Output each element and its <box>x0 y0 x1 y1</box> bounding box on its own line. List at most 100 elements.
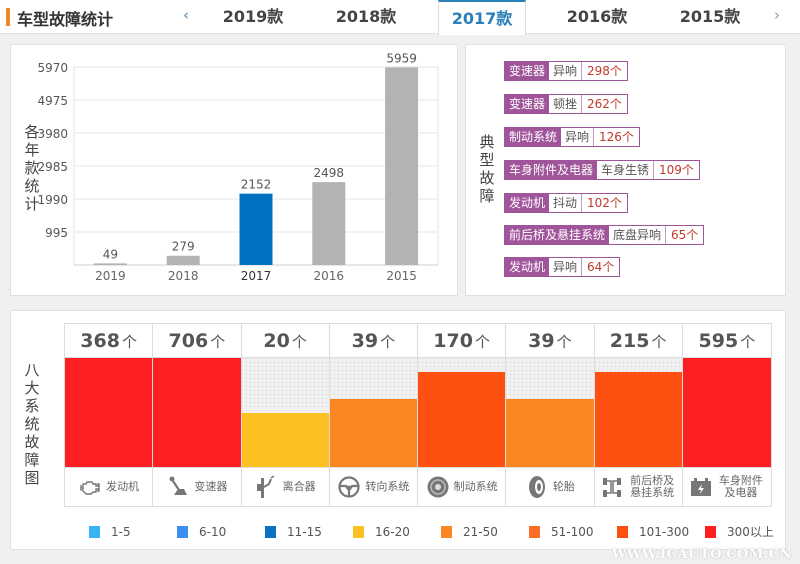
system-column[interactable]: 215 个前后桥及悬挂系统 <box>594 324 683 506</box>
system-column[interactable]: 20 个离合器 <box>241 324 330 506</box>
legend-item: 16-20 <box>353 523 441 540</box>
x-tick-label: 2017 <box>241 269 272 283</box>
tab-2019[interactable]: 2019款 <box>222 7 284 26</box>
system-name: 制动系统 <box>453 480 498 493</box>
legend-item: 21-50 <box>441 523 529 540</box>
chart-y-axis-label: 各年款统计 <box>23 123 41 213</box>
system-column[interactable]: 170 个制动系统 <box>418 324 507 506</box>
typical-faults-label-char: 型 <box>479 151 495 169</box>
bar-2017 <box>239 193 273 265</box>
system-count-value: 595 <box>698 330 739 352</box>
fault-category: 车身附件及电器 <box>505 161 598 179</box>
eight-systems-panel: 八大系统故障图 368 个发动机 706 个变速器 20 个离合器 39 个转向系统 170 个制… <box>10 310 786 550</box>
legend-item: 6-10 <box>177 523 265 540</box>
system-bar-fill <box>65 358 153 467</box>
typical-faults-label: 典型故障 <box>478 133 496 205</box>
chart-y-axis-label-char: 各 <box>24 123 40 141</box>
legend-label: 21-50 <box>463 524 498 539</box>
fault-item[interactable]: 发动机 异响 64个 <box>504 257 621 277</box>
y-tick-label: 995 <box>45 226 68 240</box>
system-name: 前后桥及悬挂系统 <box>630 474 675 499</box>
next-tab-arrow-icon[interactable]: › <box>774 6 780 24</box>
system-count-unit: 个 <box>474 333 490 351</box>
legend-swatch <box>177 525 188 538</box>
system-bar-fill <box>418 371 506 467</box>
fault-symptom: 底盘异响 <box>609 226 667 244</box>
typical-faults-label-char: 故 <box>479 169 495 187</box>
bar-2016 <box>312 182 346 265</box>
tab-2017[interactable]: 2017款 <box>438 0 526 35</box>
page-title: 车型故障统计 <box>17 10 114 29</box>
system-count-unit: 个 <box>556 333 572 351</box>
system-column[interactable]: 39 个转向系统 <box>329 324 418 506</box>
brake-disc-icon <box>426 475 450 499</box>
fault-item[interactable]: 制动系统 异响 126个 <box>504 127 640 147</box>
system-bar-track <box>241 358 329 467</box>
system-count-value: 39 <box>528 330 555 352</box>
system-count-unit: 个 <box>651 333 667 351</box>
severity-legend: 1-5 6-10 11-15 16-20 21-50 51-100 101-300 300以上 <box>89 523 793 540</box>
prev-tab-arrow-icon[interactable]: ‹ <box>183 6 190 24</box>
system-column[interactable]: 39 个轮胎 <box>506 324 595 506</box>
system-label: 轮胎 <box>506 467 594 506</box>
x-tick-label: 2018 <box>168 269 199 283</box>
system-count: 595 个 <box>682 324 771 358</box>
system-count-unit: 个 <box>740 333 756 351</box>
fault-count: 109个 <box>654 161 699 179</box>
fault-item[interactable]: 发动机 抖动 102个 <box>504 193 628 213</box>
fault-category: 变速器 <box>505 95 550 113</box>
system-bar-fill <box>329 398 417 467</box>
system-label: 发动机 <box>65 467 153 506</box>
legend-item: 11-15 <box>265 523 353 540</box>
system-bar-track <box>506 358 594 467</box>
yearly-stats-panel: 各年款统计 995 1990 2985 3980 4975 5970 49 2019 279 20… <box>10 44 458 296</box>
system-name: 车身附件及电器 <box>718 474 763 499</box>
system-column[interactable]: 595 个车身附件及电器 <box>682 324 771 506</box>
legend-swatch <box>529 525 540 538</box>
system-name: 轮胎 <box>552 480 575 493</box>
system-column[interactable]: 706 个变速器 <box>153 324 242 506</box>
y-tick-label: 4975 <box>37 94 68 108</box>
fault-item[interactable]: 车身附件及电器 车身生锈 109个 <box>504 160 700 180</box>
fault-item[interactable]: 变速器 异响 298个 <box>504 61 628 81</box>
x-tick-label: 2019 <box>95 269 126 283</box>
legend-swatch <box>89 525 100 538</box>
typical-faults-label-char: 障 <box>479 187 495 205</box>
fault-item[interactable]: 变速器 顿挫 262个 <box>504 94 628 114</box>
legend-label: 16-20 <box>375 524 410 539</box>
fault-category: 变速器 <box>505 62 550 80</box>
fault-item[interactable]: 前后桥及悬挂系统 底盘异响 65个 <box>504 225 705 245</box>
fault-symptom: 异响 <box>561 128 595 146</box>
header-bar: 车型故障统计 ‹ 2019款 2018款 2017款 2016款 2015款 › <box>0 0 800 35</box>
chart-y-axis-label-char: 年 <box>24 141 40 159</box>
system-bar-track <box>418 358 506 467</box>
system-name: 离合器 <box>282 480 316 493</box>
system-column[interactable]: 368 个发动机 <box>65 324 154 506</box>
fault-category: 前后桥及悬挂系统 <box>505 226 610 244</box>
system-label: 离合器 <box>241 467 329 506</box>
legend-item: 51-100 <box>529 523 617 540</box>
system-bar-fill <box>594 371 682 467</box>
gear-shifter-icon <box>166 475 190 499</box>
tab-2018[interactable]: 2018款 <box>335 7 397 26</box>
tab-2016[interactable]: 2016款 <box>566 7 628 26</box>
chart-y-axis-label-char: 统 <box>24 177 40 195</box>
bar-value-label: 49 <box>103 247 118 261</box>
system-name: 变速器 <box>194 480 228 493</box>
system-name: 发动机 <box>106 480 140 493</box>
eight-systems-label-char: 系 <box>24 397 40 415</box>
engine-icon <box>78 475 102 499</box>
clutch-pedal-icon <box>255 475 279 499</box>
system-bar-track <box>65 358 153 467</box>
system-bar-track <box>682 358 771 467</box>
system-label: 制动系统 <box>418 467 506 506</box>
system-count-value: 368 <box>80 330 120 352</box>
x-tick-label: 2015 <box>386 269 417 283</box>
bar-2018 <box>166 255 200 265</box>
system-label: 前后桥及悬挂系统 <box>594 467 682 506</box>
fault-count: 102个 <box>582 194 627 212</box>
tire-icon <box>525 475 549 499</box>
system-count: 39 个 <box>506 324 594 358</box>
tab-2015[interactable]: 2015款 <box>679 7 741 26</box>
system-count: 368 个 <box>65 324 153 358</box>
